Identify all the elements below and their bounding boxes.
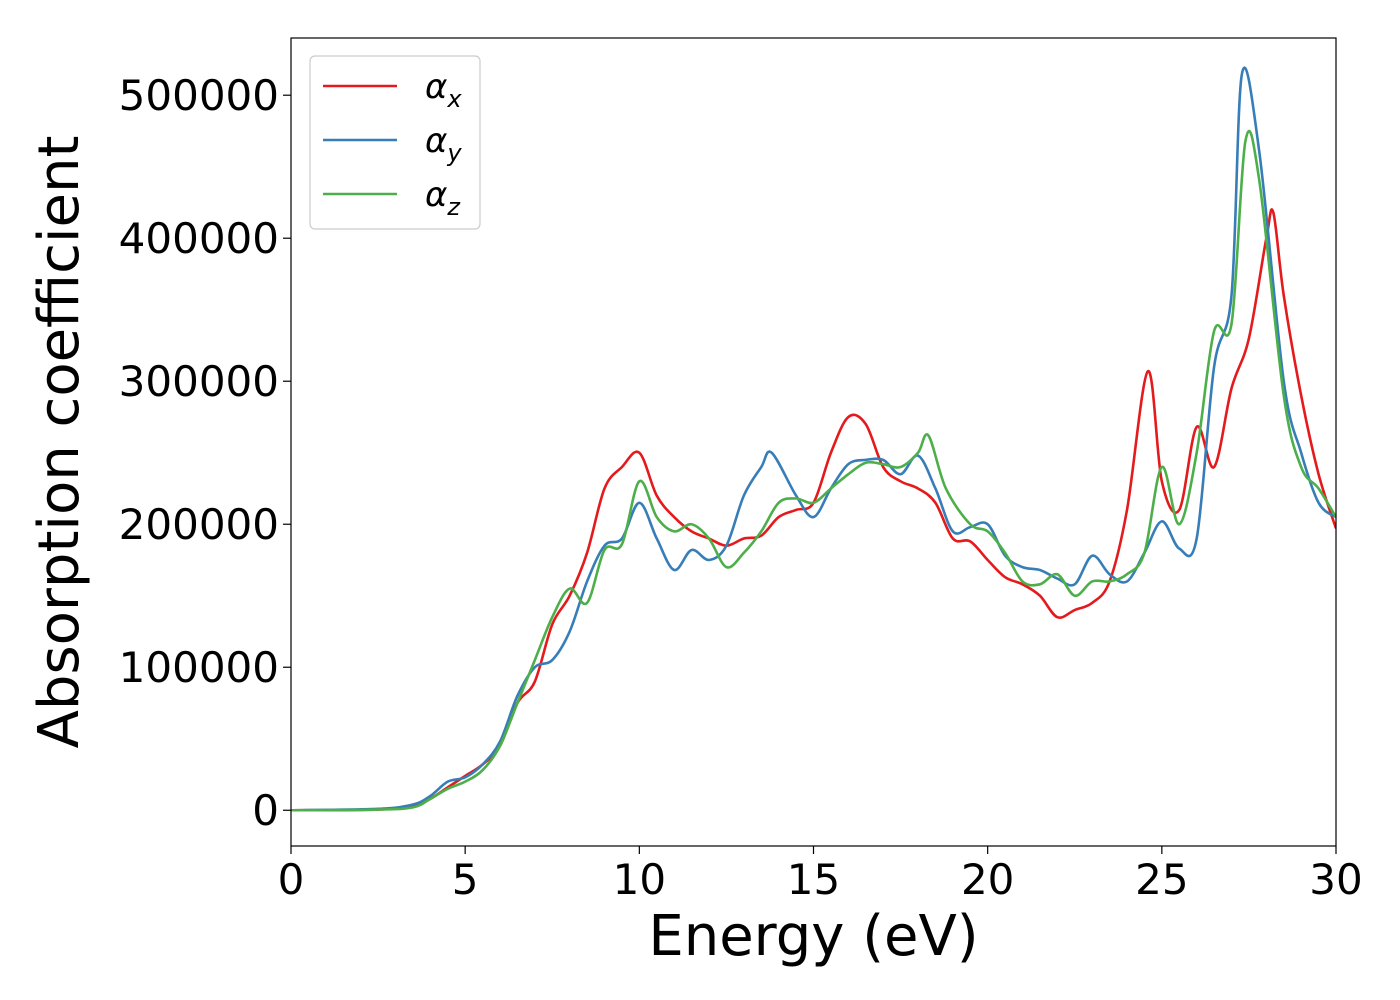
legend-subscript: z <box>446 193 461 221</box>
series-line-x <box>291 208 1336 812</box>
y-tick-label: 300000 <box>119 357 279 406</box>
series-line-z <box>291 129 1336 812</box>
y-axis: 0 100000 200000 300000 400000 500000 <box>119 71 291 835</box>
legend-symbol: α <box>425 67 447 107</box>
x-axis-title: Energy (eV) <box>648 904 978 969</box>
x-axis: 0 5 10 15 20 25 30 <box>278 846 1363 904</box>
legend-symbol: α <box>425 121 447 161</box>
legend-subscript: x <box>446 85 462 113</box>
y-axis-title: Absorption coefficient <box>27 136 92 749</box>
y-tick-label: 500000 <box>119 71 279 120</box>
series-line-y <box>291 66 1336 812</box>
y-tick-label: 200000 <box>119 500 279 549</box>
legend-symbol: α <box>425 175 447 215</box>
y-tick-label: 0 <box>252 786 279 835</box>
series-layer <box>291 66 1336 812</box>
legend-box <box>309 55 481 230</box>
legend-label-z: αz <box>425 175 461 221</box>
x-tick-label: 10 <box>613 855 666 904</box>
y-tick-label: 100000 <box>119 643 279 692</box>
legend-subscript: y <box>446 139 462 167</box>
x-tick-label: 20 <box>961 855 1014 904</box>
x-tick-label: 5 <box>452 855 479 904</box>
x-tick-label: 15 <box>787 855 840 904</box>
y-tick-label: 400000 <box>119 214 279 263</box>
legend-label-x: αx <box>425 67 462 113</box>
x-tick-label: 30 <box>1309 855 1362 904</box>
legend-label-y: αy <box>425 121 462 167</box>
x-tick-label: 25 <box>1135 855 1188 904</box>
x-tick-label: 0 <box>278 855 305 904</box>
